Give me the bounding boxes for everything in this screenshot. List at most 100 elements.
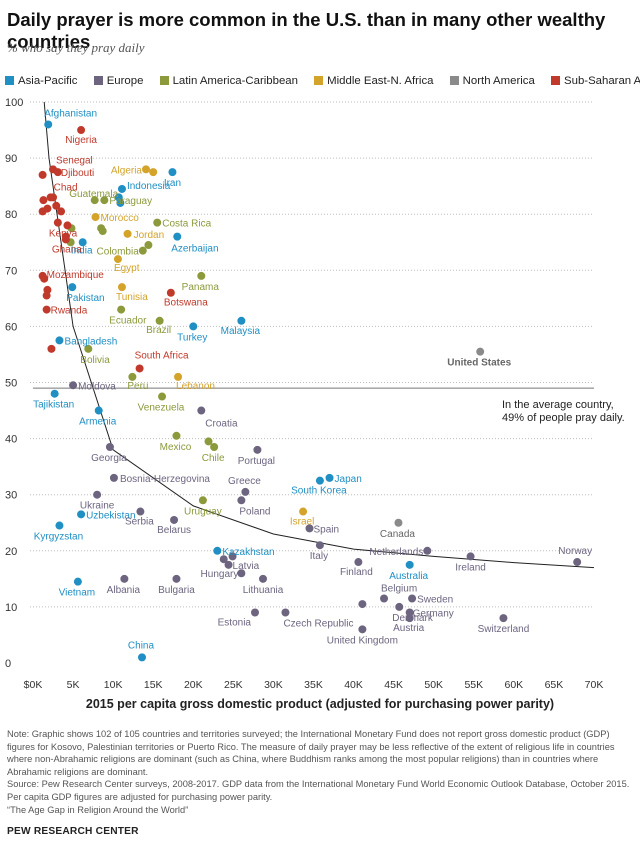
scatter-plot: 0 10 20 30 40 50 60 70 80 90 100 $0K 5K 10K 15K 20K 25K 3… [5,97,625,691]
point-label: Switzerland [478,624,530,635]
point-label: Botswana [164,298,208,309]
legend: Asia-Pacific Europe Latin America-Caribb… [5,75,640,87]
point-label: Uzbekistan [86,510,135,521]
point-label: Senegal [56,155,93,166]
point-label: Austria [393,623,425,634]
point-label: Vietnam [59,588,96,599]
point-label: Chad [54,182,78,193]
data-point [136,507,145,516]
point-label: Japan [335,474,362,485]
y-tick-label: 100 [5,97,23,109]
data-point [170,515,179,524]
point-label: Colombia [97,247,140,258]
point-label: Kenya [49,229,78,240]
legend-item-europe: Europe [93,75,144,87]
data-point [50,389,59,398]
point-label: Kyrgyzstan [34,532,83,543]
x-tick-label: 30K [264,679,283,691]
data-point [197,271,206,280]
data-point [40,274,49,283]
legend-item-middle-east: Middle East-N. Africa [314,75,434,87]
point-label: Poland [239,506,270,517]
data-point [305,524,314,533]
data-point [408,594,417,603]
data-point [91,213,100,222]
point-label: Belgium [381,583,417,594]
data-point [405,614,414,623]
legend-label: Middle East-N. Africa [327,75,434,87]
data-point [93,490,102,499]
point-label: United States [447,358,511,369]
point-label: Azerbaijan [171,244,218,255]
point-label: South Korea [291,486,347,497]
data-point [158,392,167,401]
point-label: Djibouti [61,168,94,179]
trend-curve [43,101,595,569]
point-label: Chile [202,453,225,464]
data-point [55,521,64,530]
data-point [198,496,207,505]
data-point [53,218,62,227]
data-point [57,207,66,216]
data-point [189,322,198,331]
point-label: Rwanda [51,306,88,317]
point-label: Georgia [91,453,127,464]
brand-logo-text: PEW RESEARCH CENTER [7,826,139,837]
chart-title: Daily prayer is more common in the U.S. … [7,9,606,52]
report-text: “The Age Gap in Religion Around the Worl… [7,804,189,815]
x-tick-label: 70K [585,679,604,691]
legend-swatch-icon [159,76,169,85]
point-label: Kazakhstan [222,547,274,558]
note-text: Note: Graphic shows 102 of 105 countries… [7,729,615,777]
legend-swatch-icon [449,76,459,85]
point-label: Finland [340,567,373,578]
data-point [405,608,414,617]
data-point [259,574,268,583]
data-point [63,221,72,230]
data-point [138,246,147,255]
source-text: Source: Pew Research Center surveys, 200… [7,779,630,802]
point-label: Belarus [157,525,191,536]
point-label: United Kingdom [327,635,398,646]
data-point [128,372,137,381]
data-point [117,283,126,292]
point-label: India [71,245,93,256]
legend-item-latin-america: Latin America-Caribbean [159,75,298,87]
point-label: Netherlands [369,547,423,558]
point-label: Hungary [201,569,239,580]
data-point [61,232,70,241]
point-label: Italy [310,551,328,562]
point-label: South Africa [135,350,189,361]
data-point [100,196,109,205]
x-tick-label: 15K [144,679,163,691]
point-label: Pakistan [66,293,104,304]
data-point [228,552,237,561]
data-point [197,406,206,415]
data-point [42,305,51,314]
legend-label: Europe [106,75,144,87]
data-point [172,574,181,583]
data-point [325,473,334,482]
point-label: Malaysia [221,326,261,337]
data-point [315,541,324,550]
point-label: Norway [558,546,592,557]
data-point [123,229,132,238]
point-label: Ireland [455,562,486,573]
y-tick-label: 10 [5,602,17,614]
data-point [405,560,414,569]
legend-item-north-america: North America [449,75,535,87]
data-point [117,305,126,314]
point-label: Israel [290,517,314,528]
point-label: Costa Rica [162,219,211,230]
data-point [105,443,114,452]
legend-label: Asia-Pacific [18,75,78,87]
data-point [173,232,182,241]
x-tick-label: 40K [344,679,363,691]
point-label: Mexico [160,442,192,453]
point-label: Morocco [101,213,140,224]
data-point [358,600,367,609]
point-label: Moldova [78,381,116,392]
x-tick-label: 20K [184,679,203,691]
x-tick-label: 25K [224,679,243,691]
average-annotation-line2: 49% of people pray daily. [502,412,625,424]
